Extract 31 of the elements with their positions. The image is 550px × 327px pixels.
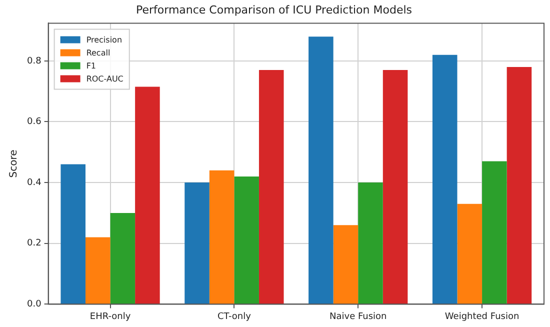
bar <box>85 237 110 304</box>
legend-label: ROC-AUC <box>86 74 124 84</box>
y-tick-label: 0.4 <box>26 178 42 188</box>
bar <box>135 86 160 304</box>
y-tick-label: 0.8 <box>26 56 42 66</box>
bar <box>482 161 507 304</box>
bar <box>506 66 532 304</box>
x-tick-label: CT-only <box>217 312 252 322</box>
bar <box>457 204 482 304</box>
bar <box>60 164 86 304</box>
bar <box>234 176 259 304</box>
bar <box>110 212 136 304</box>
bar <box>184 182 210 304</box>
x-tick-label: Naive Fusion <box>329 312 387 322</box>
chart-title: Performance Comparison of ICU Prediction Models <box>136 3 412 16</box>
legend-label: F1 <box>86 61 96 70</box>
legend-label: Recall <box>86 48 110 58</box>
y-tick-label: 0.6 <box>26 117 42 128</box>
y-tick-label: 0.2 <box>26 238 42 249</box>
bar <box>209 170 234 304</box>
bar <box>432 54 458 304</box>
x-tick-label: EHR-only <box>90 312 132 322</box>
bar <box>333 225 358 304</box>
bar <box>308 36 334 304</box>
y-tick-label: 0.0 <box>26 300 42 310</box>
legend-label: Precision <box>86 35 122 44</box>
bar <box>358 182 383 304</box>
y-axis-title: Score <box>8 150 20 178</box>
x-tick-label: Weighted Fusion <box>444 312 520 322</box>
bar <box>382 70 408 304</box>
bar <box>258 70 284 304</box>
